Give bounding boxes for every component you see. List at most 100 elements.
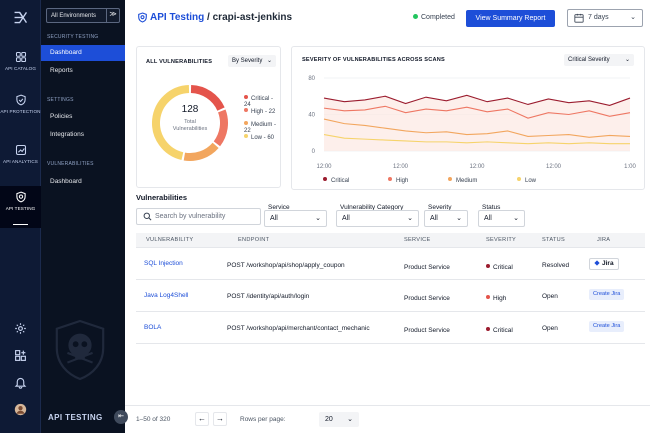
- environment-selector[interactable]: All Environments ≫: [46, 8, 120, 23]
- all-vulnerabilities-card: ALL VULNERABILITIES By Severity ⌄ 128 Tot…: [136, 46, 281, 188]
- legend-item: Critical: [323, 177, 349, 184]
- vulnerability-link[interactable]: SQL Injection: [144, 260, 183, 267]
- severity-dot-icon: [486, 327, 490, 331]
- table-row[interactable]: Java Log4Shell POST /identity/api/auth/l…: [136, 280, 645, 312]
- total-label: Total Vulnerabilities: [147, 119, 233, 133]
- series-line-medium[interactable]: [323, 118, 631, 138]
- bell-icon[interactable]: [14, 376, 27, 389]
- rail-item-api-analytics[interactable]: API ANALYTICS: [0, 139, 41, 181]
- nav-item-dashboard[interactable]: Dashboard: [41, 45, 125, 61]
- vulnerability-link[interactable]: Java Log4Shell: [144, 292, 189, 299]
- nav-item-integrations[interactable]: Integrations: [50, 131, 84, 138]
- column-header[interactable]: VULNERABILITY: [146, 237, 194, 243]
- date-range-value: 7 days: [588, 14, 609, 21]
- donut-slice[interactable]: [183, 142, 219, 161]
- series-line-critical[interactable]: [323, 94, 631, 106]
- logo-icon[interactable]: [12, 9, 29, 26]
- column-header[interactable]: ENDPOINT: [238, 237, 270, 243]
- rail-item-api-catalog[interactable]: API CATALOG: [0, 46, 41, 88]
- legend-item: High - 22: [244, 108, 275, 115]
- legend-swatch: [388, 177, 392, 181]
- status-filter[interactable]: All ⌄: [478, 210, 525, 227]
- severity-label: Critical: [493, 264, 513, 271]
- table-row[interactable]: SQL Injection POST /workshop/api/shop/ap…: [136, 248, 645, 280]
- vulnerability-link[interactable]: BOLA: [144, 324, 162, 331]
- breadcrumb-link[interactable]: API Testing: [150, 12, 205, 23]
- search-icon: [143, 212, 152, 221]
- settings-icon[interactable]: [14, 322, 27, 335]
- rail-item-api-protection[interactable]: API PROTECTION: [0, 89, 41, 131]
- create-jira-button[interactable]: Create Jira: [589, 321, 625, 332]
- legend-label: Medium: [456, 178, 478, 184]
- view-summary-report-button[interactable]: View Summary Report: [466, 10, 555, 27]
- grid-icon: [15, 51, 26, 63]
- shield-check-icon: [15, 94, 26, 106]
- table-row[interactable]: BOLA POST /workshop/api/merchant/contact…: [136, 312, 645, 344]
- donut-slice[interactable]: [213, 109, 228, 147]
- apps-add-icon[interactable]: [14, 349, 27, 362]
- create-jira-button[interactable]: Create Jira: [589, 289, 625, 300]
- series-line-high[interactable]: [323, 105, 631, 119]
- rows-per-page-label: Rows per page:: [240, 416, 286, 423]
- x-tick-label: 12:00: [316, 164, 332, 170]
- series-line-low[interactable]: [323, 134, 630, 145]
- donut-slice[interactable]: [152, 85, 190, 161]
- group-by-select[interactable]: By Severity ⌄: [228, 55, 276, 67]
- donut-slice[interactable]: [190, 85, 225, 111]
- legend-swatch: [244, 108, 248, 112]
- breadcrumb-separator: /: [207, 12, 210, 23]
- severity-label: High: [493, 295, 507, 302]
- nav-item-policies[interactable]: Policies: [50, 113, 73, 120]
- filter-value: All: [484, 215, 492, 222]
- status-badge: Completed: [413, 14, 455, 21]
- card-title: ALL VULNERABILITIES: [146, 59, 213, 65]
- column-header[interactable]: JIRA: [597, 237, 611, 243]
- jira-link-button[interactable]: Jira: [589, 258, 619, 270]
- rows-per-page-select[interactable]: 20 ⌄: [319, 412, 359, 427]
- severity-filter[interactable]: All ⌄: [424, 210, 468, 227]
- filter-label: Vulnerability Category: [340, 204, 404, 211]
- legend-label: Medium - 22: [244, 122, 277, 134]
- chevron-down-icon: ⌄: [407, 215, 413, 222]
- collapse-sidebar-icon[interactable]: ⇤: [114, 410, 128, 424]
- panel-footer-title: API TESTING: [48, 413, 103, 422]
- column-header[interactable]: SEVERITY: [486, 237, 517, 243]
- chart-title: SEVERITY OF VULNERABILITIES ACROSS SCANS: [302, 57, 445, 63]
- section-title: Vulnerabilities: [136, 193, 187, 202]
- severity-trend-card: SEVERITY OF VULNERABILITIES ACROSS SCANS…: [291, 46, 645, 190]
- header: API Testing / crapi-ast-jenkins Complete…: [125, 0, 650, 36]
- main-content: API Testing / crapi-ast-jenkins Complete…: [125, 0, 650, 433]
- chevron-down-icon: ⌄: [630, 14, 636, 21]
- nav-item-vuln-dashboard[interactable]: Dashboard: [50, 178, 82, 185]
- section-title: SECURITY TESTING: [47, 34, 99, 40]
- service: Product Service: [404, 295, 450, 302]
- avatar[interactable]: [14, 403, 27, 416]
- status: Resolved: [542, 262, 570, 269]
- prev-page-button[interactable]: ←: [195, 412, 209, 426]
- status-label: Completed: [421, 14, 455, 21]
- legend-swatch: [517, 177, 521, 181]
- legend-label: Low - 60: [251, 135, 275, 141]
- service-filter[interactable]: All ⌄: [264, 210, 327, 227]
- skull-shield-watermark-icon: [55, 319, 105, 381]
- column-header[interactable]: STATUS: [542, 237, 566, 243]
- date-range-select[interactable]: 7 days ⌄: [567, 9, 643, 27]
- table-header: VULNERABILITY ENDPOINT SERVICE SEVERITY …: [136, 233, 645, 248]
- legend-swatch: [323, 177, 327, 181]
- expand-icon[interactable]: ≫: [106, 9, 119, 22]
- column-header[interactable]: SERVICE: [404, 237, 431, 243]
- category-filter[interactable]: All ⌄: [336, 210, 419, 227]
- nav-item-reports[interactable]: Reports: [50, 67, 73, 74]
- legend-label: High - 22: [251, 109, 276, 115]
- y-tick-label: 40: [308, 113, 315, 119]
- search-input[interactable]: Search by vulnerability: [136, 208, 261, 225]
- severity-filter-select[interactable]: Critical Severity ⌄: [564, 54, 634, 66]
- x-tick-label: 1:00: [624, 164, 636, 170]
- legend-item: Low - 60: [244, 134, 274, 141]
- next-page-button[interactable]: →: [213, 412, 227, 426]
- rail-item-api-testing[interactable]: API TESTING: [0, 186, 41, 228]
- chevron-down-icon: ⌄: [266, 58, 272, 64]
- legend-item: High: [388, 177, 408, 184]
- page-title: crapi-ast-jenkins: [212, 12, 293, 23]
- legend-label: High: [396, 178, 409, 184]
